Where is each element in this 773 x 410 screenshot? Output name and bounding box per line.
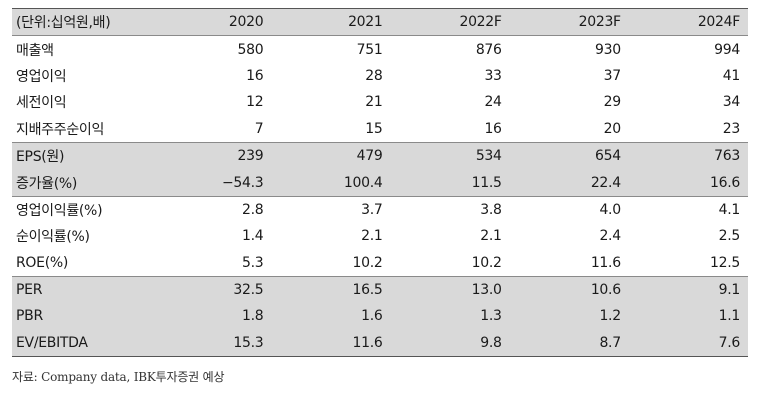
table-cell: 10.6 bbox=[590, 282, 621, 299]
table-cell: 16 bbox=[246, 67, 264, 84]
table-cell: 12 bbox=[246, 94, 264, 111]
table-row-net-margin: 순이익률(%) 1.4 2.1 2.1 2.4 2.5 bbox=[12, 223, 748, 249]
table-row-pbr: PBR 1.8 1.6 1.3 1.2 1.1 bbox=[12, 303, 748, 330]
table-cell: 7.6 bbox=[718, 334, 741, 351]
table-cell: 2.5 bbox=[718, 228, 741, 245]
table-cell: 32.5 bbox=[233, 282, 264, 299]
table-row-per: PER 32.5 16.5 13.0 10.6 9.1 bbox=[12, 276, 748, 304]
row-label: EV/EBITDA bbox=[16, 334, 88, 351]
table-cell: 4.0 bbox=[599, 201, 621, 218]
table-cell: 1.3 bbox=[480, 308, 502, 325]
year-header-2023f: 2023F bbox=[578, 14, 621, 31]
table-cell: 16.5 bbox=[352, 282, 383, 299]
table-cell: 534 bbox=[475, 148, 502, 165]
table-cell: 3.7 bbox=[361, 201, 383, 218]
row-label: 순이익률(%) bbox=[16, 229, 90, 246]
unit-header: (단위:십억원,배) bbox=[16, 15, 111, 32]
year-header-2020: 2020 bbox=[228, 14, 264, 31]
table-cell: 930 bbox=[594, 41, 621, 58]
table-row-eps-growth: 증가율(%) −54.3 100.4 11.5 22.4 16.6 bbox=[12, 169, 748, 197]
table-cell: 100.4 bbox=[343, 174, 383, 191]
table-cell: 23 bbox=[722, 120, 741, 137]
table-cell: 1.2 bbox=[599, 308, 621, 325]
table-cell: 12.5 bbox=[710, 254, 740, 271]
row-label: 세전이익 bbox=[16, 95, 67, 112]
table-cell: 24 bbox=[484, 94, 502, 111]
table-cell: 9.1 bbox=[718, 282, 741, 299]
table-cell: 10.2 bbox=[471, 254, 502, 271]
row-label: PBR bbox=[16, 308, 43, 325]
table-cell: 1.4 bbox=[241, 228, 264, 245]
table-cell: 876 bbox=[475, 41, 502, 58]
row-label: PER bbox=[16, 282, 43, 299]
table-cell: 29 bbox=[603, 94, 622, 111]
table-row-pretax-profit: 세전이익 12 21 24 29 34 bbox=[12, 89, 748, 115]
table-row-operating-profit: 영업이익 16 28 33 37 41 bbox=[12, 63, 748, 89]
table-cell: 1.8 bbox=[241, 308, 264, 325]
table-cell: 20 bbox=[603, 120, 622, 137]
table-cell: 15 bbox=[365, 120, 383, 137]
year-header-2022f: 2022F bbox=[459, 14, 502, 31]
table-cell: 2.4 bbox=[599, 228, 621, 245]
row-label: EPS(원) bbox=[16, 149, 65, 166]
table-cell: 33 bbox=[484, 67, 502, 84]
table-cell: 7 bbox=[254, 120, 264, 137]
table-header-row: (단위:십억원,배) 2020 2021 2022F 2023F 2024F bbox=[12, 8, 748, 36]
table-cell: 11.5 bbox=[471, 174, 502, 191]
table-cell: 10.2 bbox=[352, 254, 383, 271]
table-row-eps: EPS(원) 239 479 534 654 763 bbox=[12, 142, 748, 170]
table-cell: 15.3 bbox=[233, 334, 264, 351]
table-cell: 763 bbox=[714, 148, 740, 165]
table-cell: 37 bbox=[603, 67, 622, 84]
table-cell: 1.1 bbox=[718, 308, 741, 325]
table-cell: 16.6 bbox=[710, 174, 740, 191]
financial-summary-table: (단위:십억원,배) 2020 2021 2022F 2023F 2024F 매… bbox=[12, 8, 748, 357]
table-cell: 479 bbox=[356, 148, 383, 165]
row-label: 매출액 bbox=[16, 42, 54, 59]
table-cell: 41 bbox=[722, 67, 741, 84]
table-cell: 11.6 bbox=[352, 334, 383, 351]
table-cell: 3.8 bbox=[480, 201, 502, 218]
table-cell: 13.0 bbox=[471, 282, 502, 299]
row-label: 증가율(%) bbox=[16, 175, 78, 192]
table-row-ev-ebitda: EV/EBITDA 15.3 11.6 9.8 8.7 7.6 bbox=[12, 329, 748, 357]
table-cell: 580 bbox=[237, 41, 264, 58]
year-header-2024f: 2024F bbox=[697, 14, 740, 31]
table-cell: 21 bbox=[365, 94, 383, 111]
table-cell: 28 bbox=[365, 67, 383, 84]
table-cell: 654 bbox=[594, 148, 621, 165]
table-row-revenue: 매출액 580 751 876 930 994 bbox=[12, 36, 748, 63]
table-cell: 34 bbox=[722, 94, 741, 111]
table-cell: 11.6 bbox=[590, 254, 621, 271]
table-cell: 22.4 bbox=[590, 174, 621, 191]
table-cell: 2.1 bbox=[480, 228, 502, 245]
table-cell: 2.1 bbox=[361, 228, 383, 245]
table-row-roe: ROE(%) 5.3 10.2 10.2 11.6 12.5 bbox=[12, 250, 748, 277]
table-cell: 5.3 bbox=[241, 254, 264, 271]
row-label: ROE(%) bbox=[16, 254, 69, 271]
table-row-net-income: 지배주주순이익 7 15 16 20 23 bbox=[12, 116, 748, 143]
financial-table-container: (단위:십억원,배) 2020 2021 2022F 2023F 2024F 매… bbox=[12, 8, 748, 357]
table-cell: −54.3 bbox=[221, 174, 264, 191]
row-label: 지배주주순이익 bbox=[16, 121, 105, 138]
table-cell: 16 bbox=[484, 120, 502, 137]
table-cell: 4.1 bbox=[718, 201, 741, 218]
row-label: 영업이익 bbox=[16, 68, 67, 85]
table-cell: 1.6 bbox=[361, 308, 383, 325]
table-cell: 8.7 bbox=[599, 334, 621, 351]
year-header-2021: 2021 bbox=[348, 14, 383, 31]
table-cell: 2.8 bbox=[241, 201, 264, 218]
source-note: 자료: Company data, IBK투자증권 예상 bbox=[12, 370, 225, 384]
table-cell: 9.8 bbox=[480, 334, 502, 351]
table-cell: 751 bbox=[356, 41, 383, 58]
table-row-operating-margin: 영업이익률(%) 2.8 3.7 3.8 4.0 4.1 bbox=[12, 196, 748, 223]
table-cell: 239 bbox=[237, 148, 264, 165]
row-label: 영업이익률(%) bbox=[16, 202, 103, 219]
table-cell: 994 bbox=[714, 41, 740, 58]
